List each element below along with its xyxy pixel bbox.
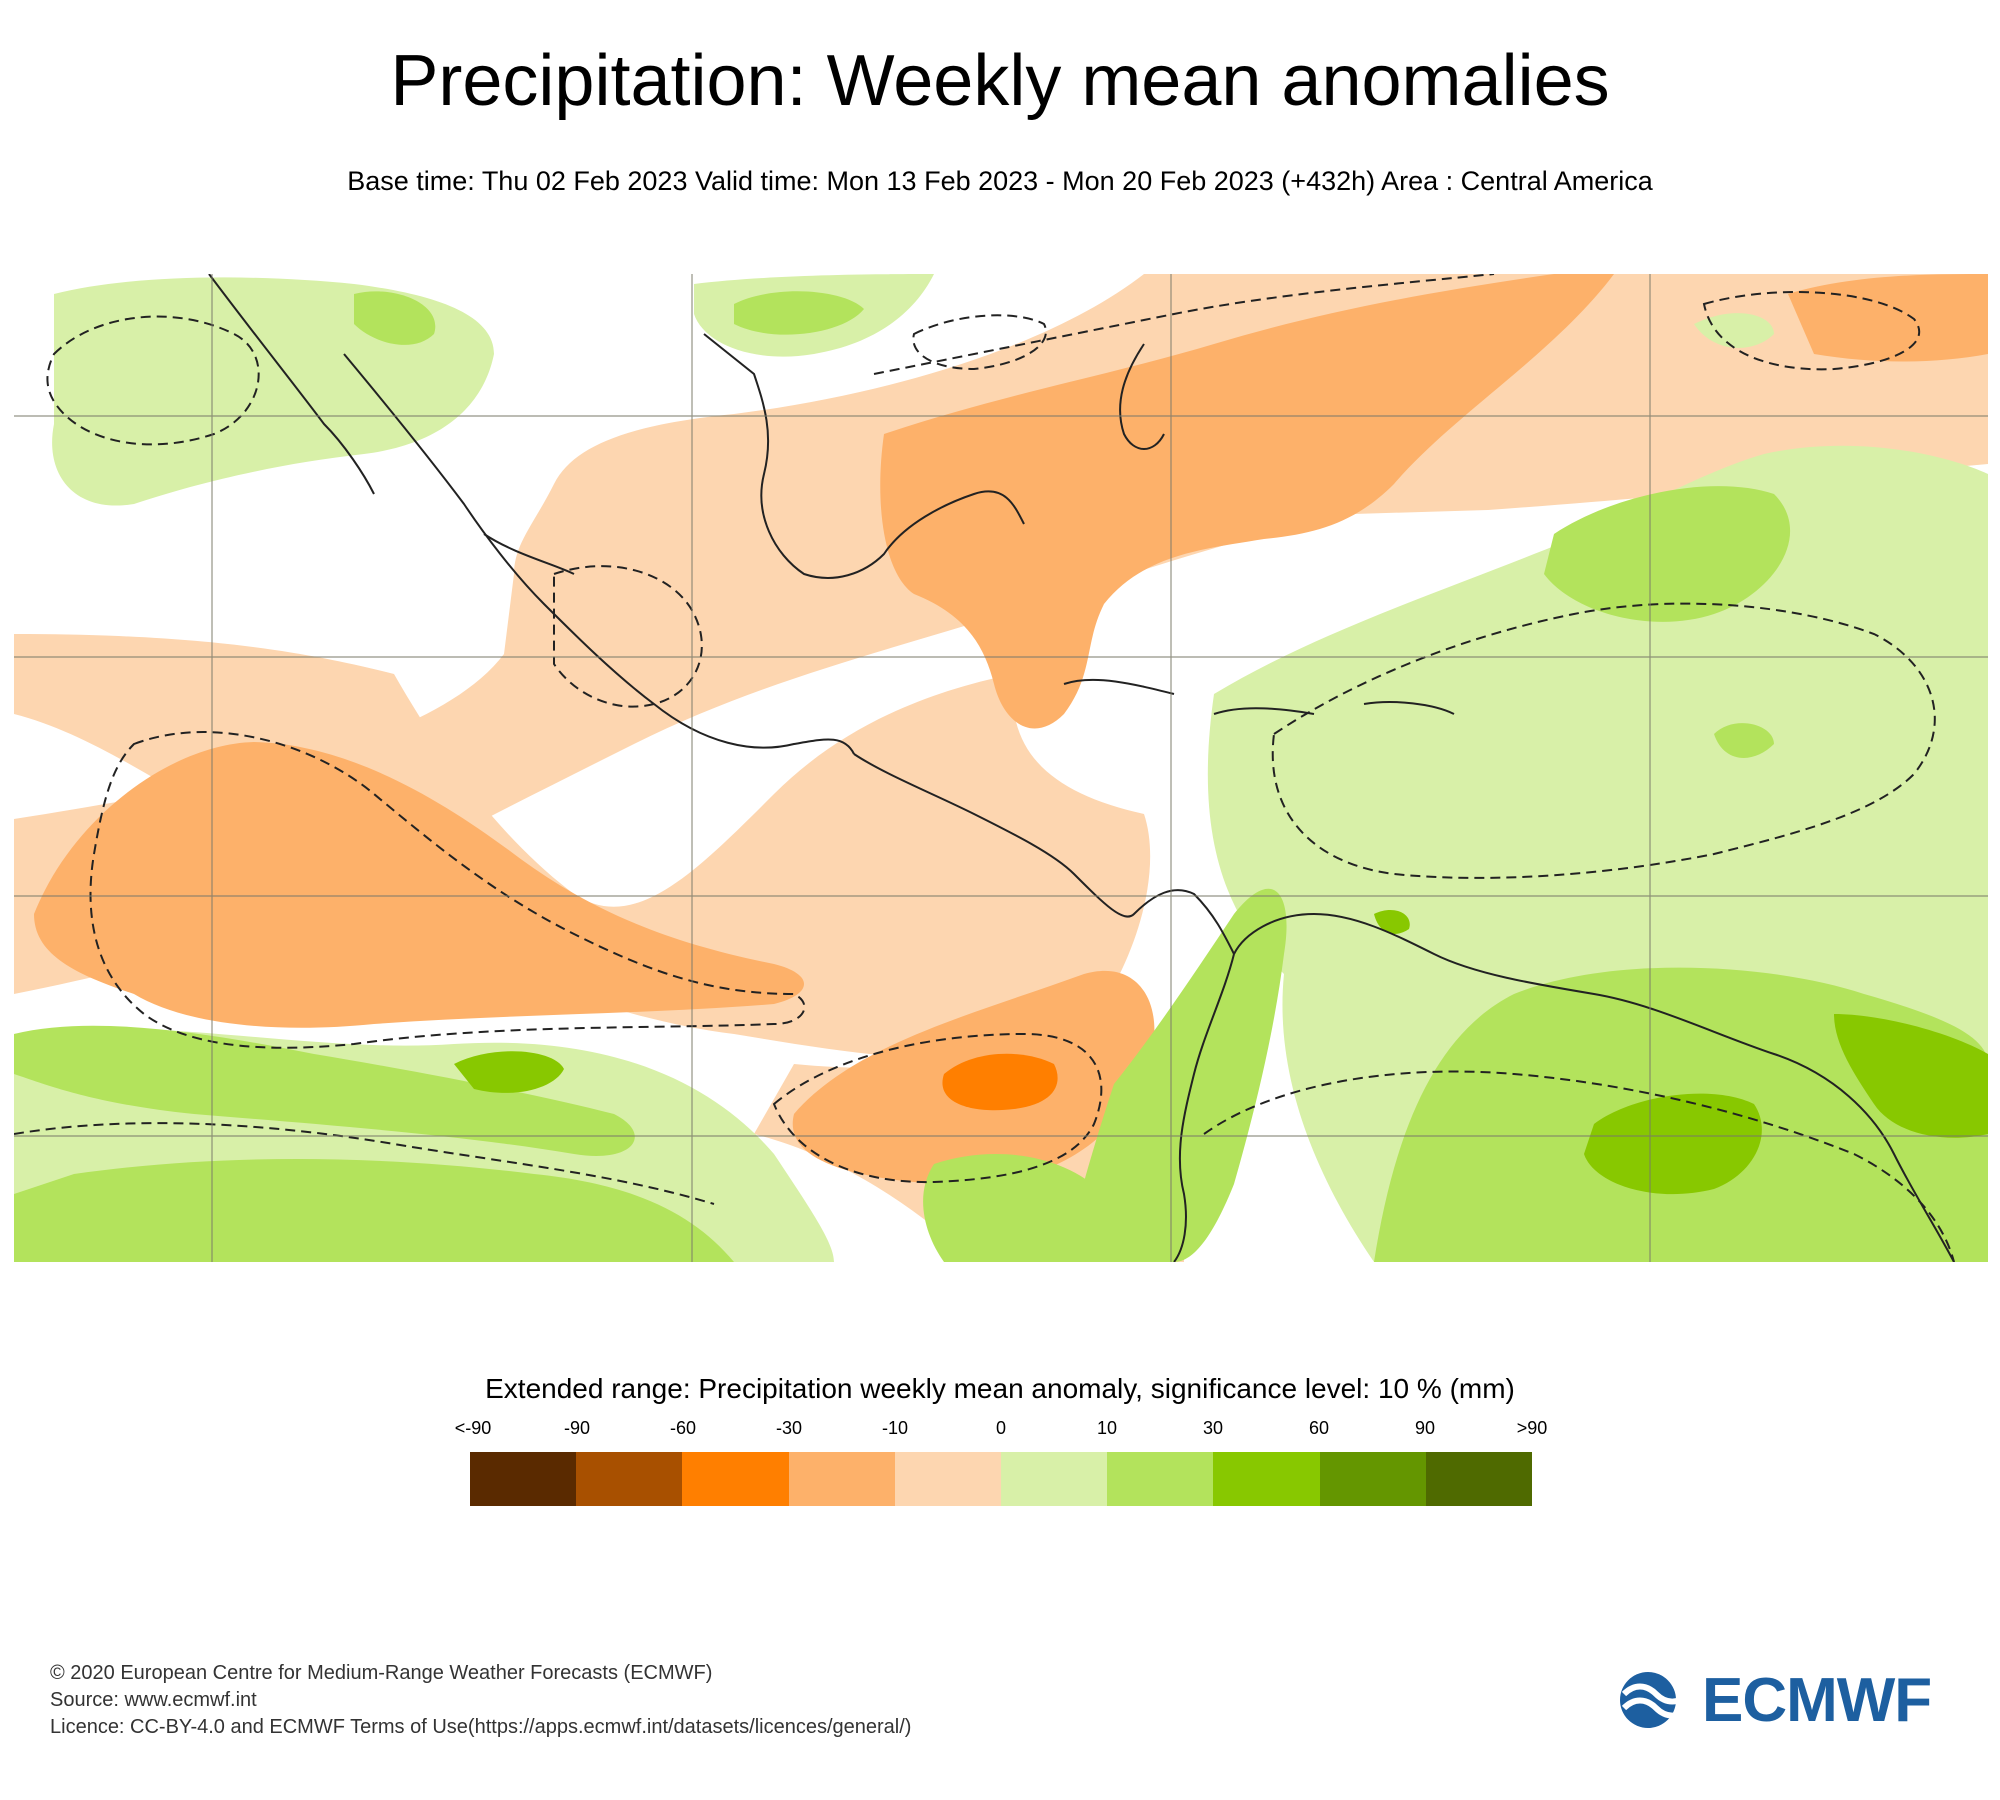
map-title: Precipitation: Weekly mean anomalies	[390, 41, 1610, 121]
ecmwf-logo-icon	[1620, 1672, 1692, 1728]
legend-tick: 0	[995, 1418, 1007, 1438]
legend-tick: >90	[1516, 1418, 1548, 1438]
legend-swatch	[1425, 1452, 1533, 1506]
footer-source: Source: www.ecmwf.int	[50, 1689, 257, 1711]
legend-color-bar	[470, 1452, 1533, 1506]
legend-tick: 90	[1414, 1418, 1436, 1438]
coastlines	[208, 274, 1955, 1262]
graticule	[14, 274, 1988, 1262]
anomaly-map	[14, 274, 1988, 1262]
map-subtitle: Base time: Thu 02 Feb 2023 Valid time: M…	[347, 166, 1653, 196]
legend-tick: 60	[1308, 1418, 1330, 1438]
legend-swatch	[788, 1452, 895, 1506]
ecmwf-logo: ECMWF	[1618, 1666, 1953, 1735]
dry-region-medium	[34, 274, 1988, 1185]
legend-tick-labels: <-90 -90 -60 -30 -10 0 10 30 60 90 >90	[0, 1418, 2000, 1442]
footer-copyright: © 2020 European Centre for Medium-Range …	[50, 1662, 713, 1684]
legend-swatch	[470, 1452, 577, 1506]
legend-tick: -10	[881, 1418, 909, 1438]
legend-swatch	[1107, 1452, 1214, 1506]
dry-region-light	[14, 274, 1988, 1262]
ecmwf-logo-text: ECMWF	[1702, 1665, 1932, 1735]
significance-contours	[14, 274, 1955, 1262]
legend-tick: <-90	[454, 1418, 492, 1438]
legend-tick: 30	[1202, 1418, 1224, 1438]
legend-title: Extended range: Precipitation weekly mea…	[485, 1373, 1515, 1404]
wet-region-strong	[454, 909, 1988, 1195]
legend-swatch	[1001, 1452, 1108, 1506]
legend-swatch	[894, 1452, 1002, 1506]
legend-tick: -60	[669, 1418, 697, 1438]
legend-tick: 10	[1096, 1418, 1118, 1438]
legend-swatch	[682, 1452, 789, 1506]
dry-region-strong	[942, 1053, 1058, 1111]
legend-tick: -90	[563, 1418, 591, 1438]
legend-swatch	[576, 1452, 683, 1506]
wet-region-medium	[14, 291, 1988, 1262]
footer-licence: Licence: CC-BY-4.0 and ECMWF Terms of Us…	[50, 1716, 912, 1738]
footer-credits: © 2020 European Centre for Medium-Range …	[50, 1660, 911, 1741]
legend-tick: -30	[775, 1418, 803, 1438]
legend-swatch	[1213, 1452, 1320, 1506]
legend-swatch	[1319, 1452, 1426, 1506]
